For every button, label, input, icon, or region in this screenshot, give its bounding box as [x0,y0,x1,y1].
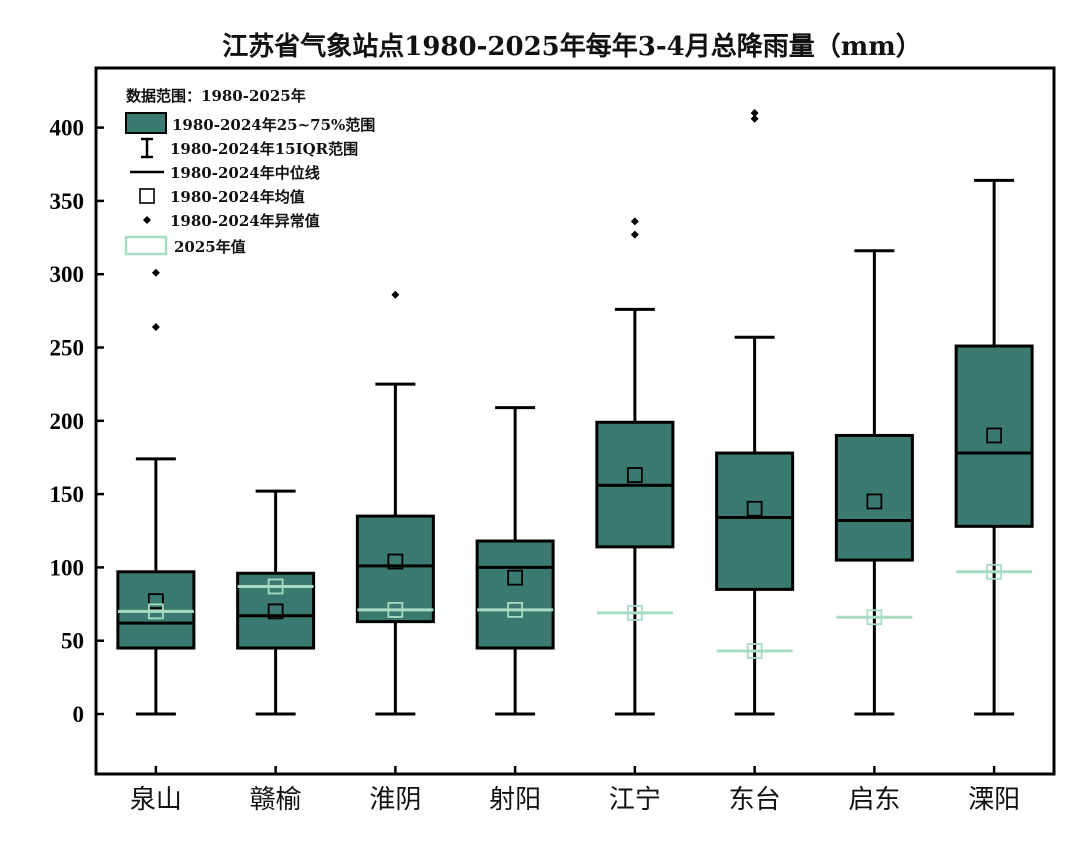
box-1 [116,268,196,716]
x-category-label: 泉山 [130,785,182,815]
outlier-point [750,108,759,117]
y-tick-label: 350 [50,189,85,214]
outlier-point [630,217,639,226]
mean-marker [986,427,1003,444]
legend-box-swatch [125,112,167,134]
y-tick-label: 300 [50,262,85,287]
outlier-point [151,268,160,277]
y-tick-label: 50 [61,629,84,654]
value-2025-marker [147,603,164,620]
iqr-box [236,571,316,650]
legend-item-label: 1980-2024年25~75%范围 [172,116,375,134]
y-tick-label: 200 [50,409,85,434]
box-8 [954,178,1034,716]
box-series [116,108,1034,716]
value-2025-marker [267,578,284,595]
legend-title: 数据范围：1980-2025年 [126,87,306,105]
value-2025-marker [507,602,524,618]
box-3 [355,290,435,716]
iqr-box [954,344,1034,528]
x-category-label: 江宁 [609,785,661,815]
legend-item-label: 1980-2024年均值 [170,188,305,206]
outlier-point [630,230,639,239]
legend-mean-swatch [139,188,155,204]
mean-marker [866,493,883,510]
value-2025-marker [866,609,883,626]
mean-marker [387,553,404,570]
box-6 [715,108,795,716]
x-category-label: 射阳 [489,785,541,815]
y-axis: 0 50 100 150 200 250 300 350 400 [50,116,104,727]
value-2025-marker [986,563,1003,580]
legend-2025-swatch [124,235,168,256]
iqr-box [715,451,795,591]
chart-title: 江苏省气象站点1980-2025年每年3-4月总降雨量（mm） [222,31,922,62]
iqr-box [475,539,555,650]
value-2025-marker [746,643,763,659]
mean-marker [746,500,763,517]
outlier-point [151,322,160,331]
mean-marker [507,569,524,586]
legend-item-label: 2025年值 [174,238,246,256]
y-tick-label: 0 [73,702,85,727]
outlier-point [750,114,759,123]
x-axis: 泉山 赣榆 淮阴 射阳 江宁 东台 启东 溧阳 [130,766,1020,815]
legend: 数据范围：1980-2025年 1980-2024年25~75%范围 1980-20… [124,87,375,256]
legend-item-label: 1980-2024年中位线 [170,164,320,182]
legend-outlier-swatch [143,216,151,224]
mean-marker [147,593,164,610]
mean-marker [626,467,643,483]
x-category-label: 东台 [729,785,781,815]
value-2025-marker [626,604,643,621]
y-tick-label: 100 [50,555,85,580]
iqr-box [834,433,914,562]
y-tick-label: 400 [50,116,85,141]
mean-marker [267,603,284,620]
x-category-label: 启东 [848,785,900,815]
box-2 [236,489,316,716]
y-tick-label: 250 [50,336,85,361]
legend-item-label: 1980-2024年15IQR范围 [170,140,358,158]
box-4 [475,406,555,716]
x-category-label: 淮阴 [369,785,421,815]
y-tick-label: 150 [50,482,85,507]
x-category-label: 溧阳 [968,785,1020,815]
value-2025-marker [387,602,404,618]
outlier-point [391,290,400,299]
x-category-label: 赣榆 [250,785,302,815]
box-7 [834,249,914,716]
legend-item-label: 1980-2024年异常值 [170,212,320,230]
box-5 [595,217,675,716]
